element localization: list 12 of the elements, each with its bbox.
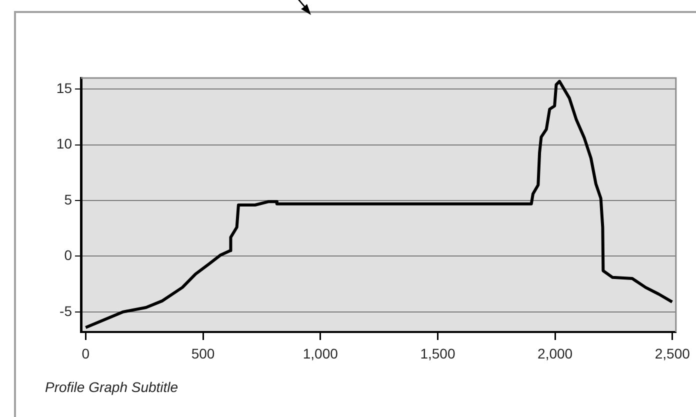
y-tick-label: 15 <box>56 80 72 96</box>
x-tick-label: 0 <box>82 345 90 362</box>
y-tick-label: -5 <box>60 302 72 319</box>
y-tick-label: 10 <box>56 136 72 152</box>
x-tick-label: 2,500 <box>654 345 690 362</box>
text: Profile Graph Subtitle <box>45 379 178 395</box>
y-tick-label: 0 <box>64 247 72 264</box>
x-tick-label: 1,500 <box>420 345 456 362</box>
y-tick-label: 5 <box>64 191 72 208</box>
x-tick-label: 2,000 <box>538 345 573 362</box>
x-tick-label: 1,000 <box>302 345 338 362</box>
x-tick-label: 500 <box>191 345 215 362</box>
